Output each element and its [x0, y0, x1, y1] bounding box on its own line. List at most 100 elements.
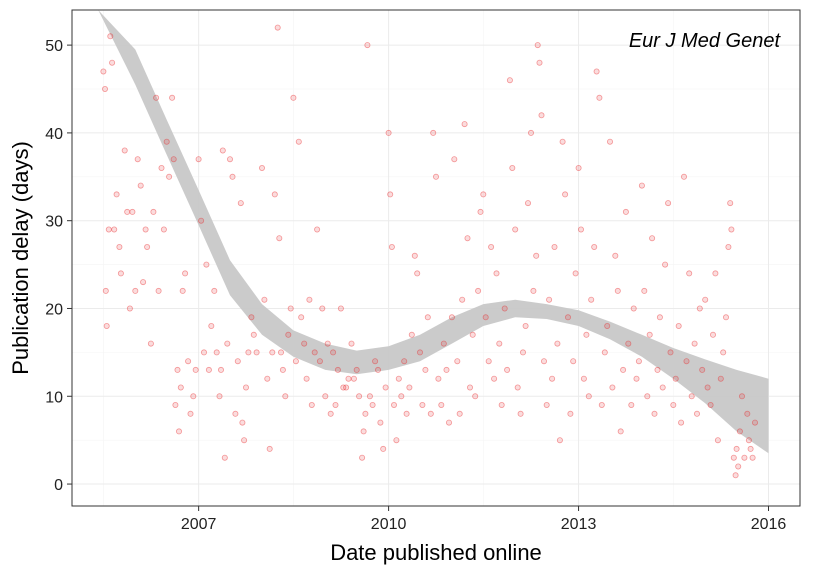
y-axis-ticks: 0 10 20 30 40 50 [45, 38, 72, 494]
data-point [583, 331, 590, 338]
data-point [169, 94, 176, 101]
data-point [534, 42, 541, 49]
data-point [625, 340, 632, 347]
y-tick-label: 10 [45, 389, 63, 406]
data-point [551, 243, 558, 250]
data-point [725, 243, 732, 250]
data-point [588, 296, 595, 303]
data-point [282, 393, 289, 400]
data-point [651, 410, 658, 417]
data-point [102, 287, 109, 294]
data-point [585, 393, 592, 400]
data-point [554, 340, 561, 347]
data-point [192, 366, 199, 373]
data-point [182, 270, 189, 277]
data-point [327, 410, 334, 417]
data-point [303, 375, 310, 382]
data-point [656, 314, 663, 321]
data-point [360, 428, 367, 435]
data-point [630, 305, 637, 312]
data-point [424, 314, 431, 321]
data-point [271, 191, 278, 198]
data-point [366, 393, 373, 400]
data-point [662, 261, 669, 268]
data-point [733, 445, 740, 452]
data-point [105, 226, 112, 233]
points-group [100, 24, 759, 479]
data-point [142, 226, 149, 233]
data-point [491, 375, 498, 382]
data-point [132, 287, 139, 294]
data-point [116, 243, 123, 250]
data-point [528, 129, 535, 136]
data-point [292, 358, 299, 365]
data-point [245, 349, 252, 356]
data-point [501, 305, 508, 312]
data-point [506, 77, 513, 84]
data-point [570, 358, 577, 365]
data-point [306, 296, 313, 303]
data-point [144, 243, 151, 250]
data-point [714, 437, 721, 444]
data-point [614, 287, 621, 294]
data-point [316, 358, 323, 365]
data-point [393, 437, 400, 444]
data-point [649, 235, 656, 242]
data-point [601, 349, 608, 356]
data-point [445, 419, 452, 426]
data-point [216, 393, 223, 400]
data-point [332, 401, 339, 408]
data-point [654, 366, 661, 373]
data-point [482, 314, 489, 321]
data-point [217, 366, 224, 373]
data-point [353, 366, 360, 373]
data-point [691, 340, 698, 347]
data-point [350, 375, 357, 382]
data-point [380, 445, 387, 452]
data-point [747, 445, 754, 452]
data-point [454, 358, 461, 365]
data-point [208, 322, 215, 329]
data-point [124, 208, 131, 215]
data-point [107, 33, 114, 40]
data-point [269, 349, 276, 356]
data-point [466, 384, 473, 391]
data-point [287, 305, 294, 312]
data-point [578, 226, 585, 233]
data-point [311, 349, 318, 356]
data-point [343, 384, 350, 391]
data-point [438, 401, 445, 408]
data-point [232, 410, 239, 417]
data-point [723, 314, 730, 321]
data-point [229, 173, 236, 180]
data-point [153, 94, 160, 101]
data-point [403, 410, 410, 417]
data-point [414, 270, 421, 277]
data-point [430, 129, 437, 136]
data-point [172, 401, 179, 408]
data-point [448, 314, 455, 321]
data-point [596, 94, 603, 101]
data-point [205, 366, 212, 373]
data-point [248, 314, 255, 321]
data-point [480, 191, 487, 198]
data-point [498, 401, 505, 408]
data-point [103, 322, 110, 329]
data-point [340, 384, 347, 391]
data-point [250, 331, 257, 338]
data-point [185, 358, 192, 365]
data-point [126, 305, 133, 312]
data-point [572, 270, 579, 277]
data-point [100, 68, 107, 75]
y-tick-label: 0 [54, 477, 63, 494]
data-point [562, 191, 569, 198]
data-point [496, 340, 503, 347]
data-point [617, 428, 624, 435]
data-point [556, 437, 563, 444]
data-point [739, 393, 746, 400]
data-point [469, 331, 476, 338]
data-point [728, 226, 735, 233]
data-point [522, 322, 529, 329]
data-point [538, 112, 545, 119]
data-point [699, 366, 706, 373]
